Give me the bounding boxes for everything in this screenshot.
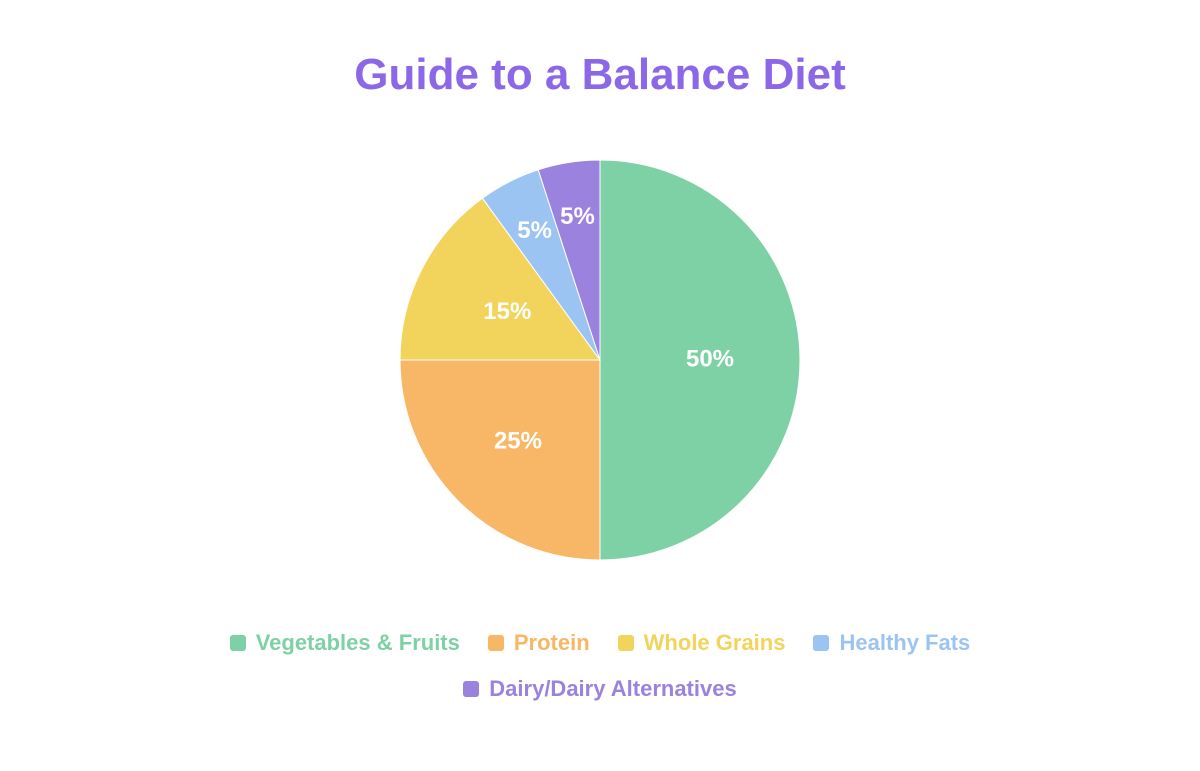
- pie-chart-wrap: 50% 25% 15% 5% 5%: [400, 160, 800, 560]
- legend-label: Whole Grains: [644, 630, 786, 656]
- pie-chart: 50% 25% 15% 5% 5%: [400, 160, 800, 560]
- legend-label: Healthy Fats: [839, 630, 970, 656]
- legend-label: Protein: [514, 630, 590, 656]
- legend-item: Healthy Fats: [813, 630, 970, 656]
- legend-swatch: [230, 635, 246, 651]
- legend-row: Vegetables & Fruits Protein Whole Grains He…: [0, 630, 1200, 656]
- legend-item: Whole Grains: [618, 630, 786, 656]
- legend: Vegetables & Fruits Protein Whole Grains He…: [0, 630, 1200, 722]
- legend-swatch: [488, 635, 504, 651]
- pie-slice-label: 5%: [560, 203, 595, 230]
- pie-slice: [400, 360, 600, 560]
- chart-container: Guide to a Balance Diet 50% 25% 15% 5% 5% Ve…: [0, 0, 1200, 771]
- pie-slice-label: 15%: [483, 298, 531, 325]
- legend-label: Vegetables & Fruits: [256, 630, 460, 656]
- legend-item: Protein: [488, 630, 590, 656]
- legend-swatch: [463, 681, 479, 697]
- legend-item: Vegetables & Fruits: [230, 630, 460, 656]
- legend-swatch: [813, 635, 829, 651]
- pie-slice-label: 5%: [517, 217, 552, 244]
- legend-row: Dairy/Dairy Alternatives: [0, 676, 1200, 702]
- pie-slice-label: 25%: [494, 427, 542, 454]
- pie-slice-label: 50%: [686, 345, 734, 372]
- chart-title: Guide to a Balance Diet: [0, 50, 1200, 100]
- legend-item: Dairy/Dairy Alternatives: [463, 676, 736, 702]
- legend-label: Dairy/Dairy Alternatives: [489, 676, 736, 702]
- legend-swatch: [618, 635, 634, 651]
